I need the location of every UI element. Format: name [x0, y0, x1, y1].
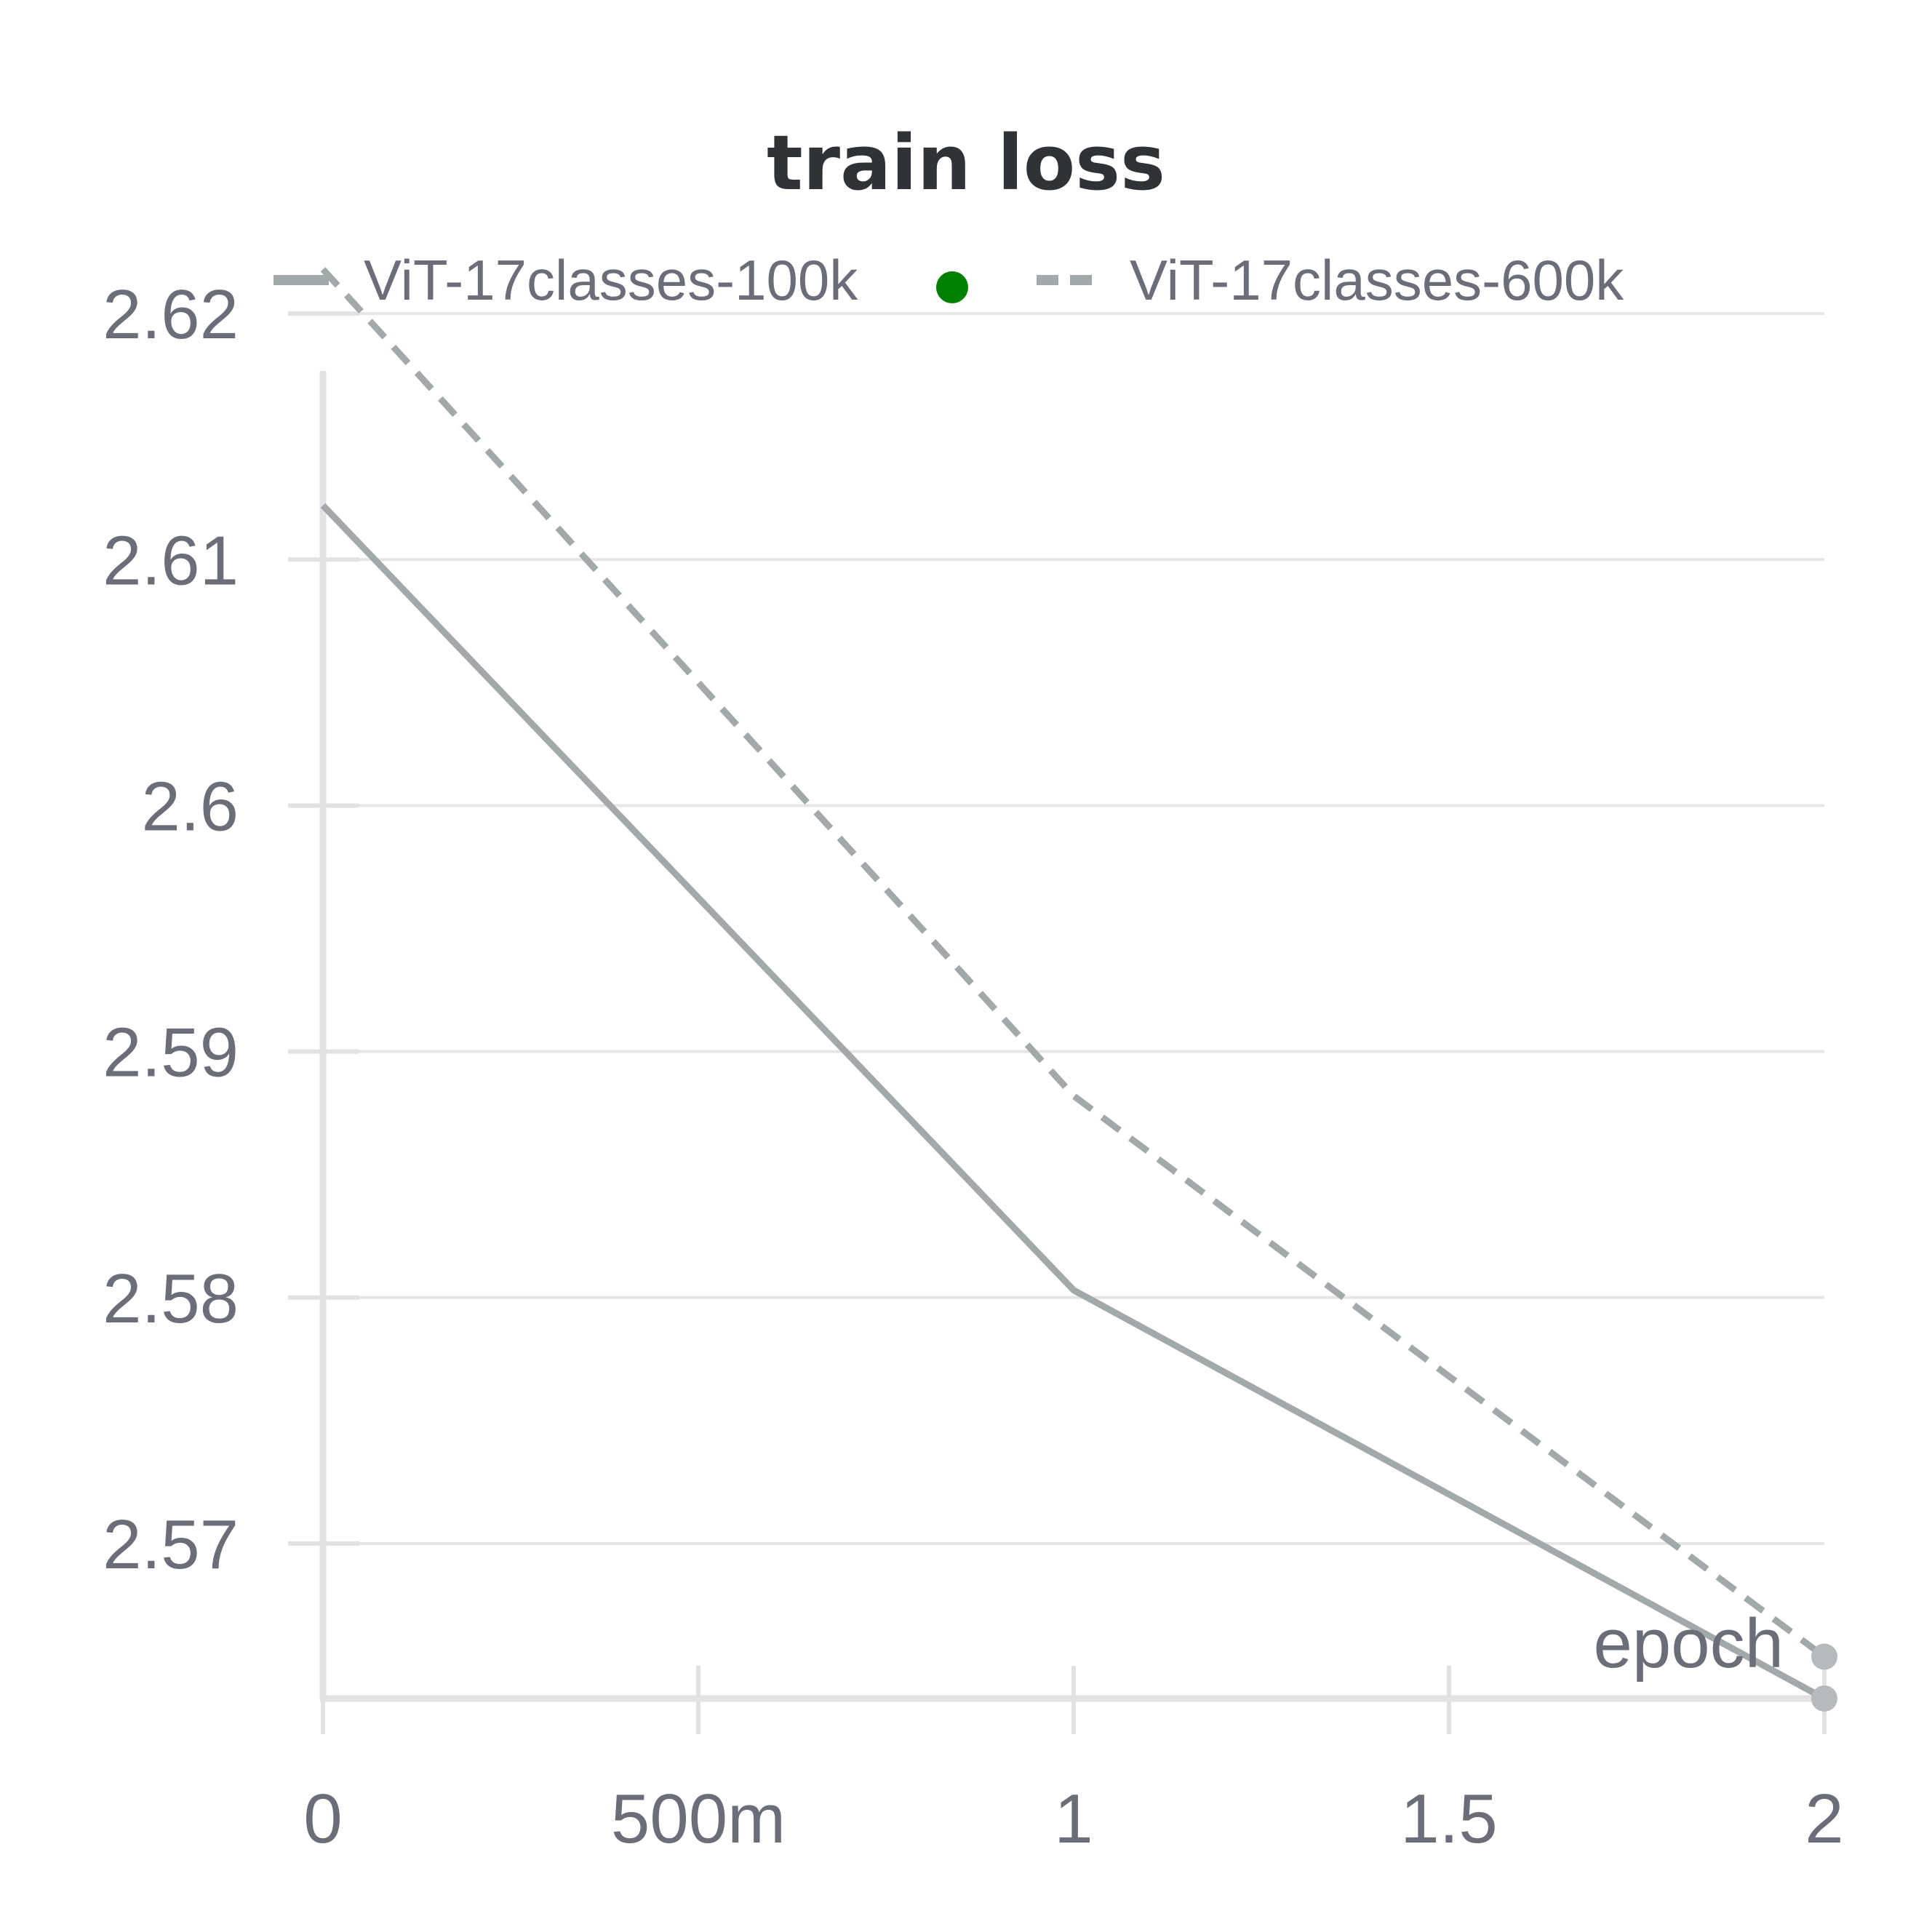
y-tick-label: 2.62 — [103, 276, 239, 354]
y-tick-label: 2.61 — [103, 522, 239, 599]
series-line-2[interactable] — [320, 267, 1827, 1660]
series-end-point-1[interactable] — [1811, 1685, 1837, 1712]
x-axis-label: epoch — [1593, 1605, 1784, 1682]
series-line-1[interactable] — [320, 503, 1827, 1701]
grid-lines — [288, 312, 1824, 1545]
y-tick-label: 2.6 — [142, 767, 239, 845]
y-tick-label: 2.57 — [103, 1506, 239, 1584]
x-tick-label: 1 — [1054, 1780, 1093, 1858]
x-tick-label: 1.5 — [1400, 1780, 1497, 1858]
x-tick-label: 0 — [303, 1780, 342, 1858]
x-tick-label: 500m — [611, 1780, 786, 1858]
chart-title: train loss — [767, 119, 1165, 207]
y-tick-label: 2.59 — [103, 1014, 239, 1092]
x-tick-label: 2 — [1805, 1780, 1843, 1858]
series-end-point-2[interactable] — [1811, 1643, 1837, 1670]
legend: ViT-17classes-100k ViT-17classes-600k — [274, 248, 1624, 312]
legend-label-series-1[interactable]: ViT-17classes-100k — [364, 248, 858, 312]
plot-area — [320, 267, 1837, 1712]
legend-status-dot — [936, 271, 968, 303]
y-tick-label: 2.58 — [103, 1260, 239, 1338]
y-axis-ticks: 2.57 2.58 2.59 2.6 2.61 2.62 — [103, 276, 359, 1584]
axes — [319, 371, 1827, 1702]
legend-label-series-2[interactable]: ViT-17classes-600k — [1130, 248, 1624, 312]
x-axis-ticks: 0 500m 1 1.5 2 — [303, 1666, 1844, 1858]
